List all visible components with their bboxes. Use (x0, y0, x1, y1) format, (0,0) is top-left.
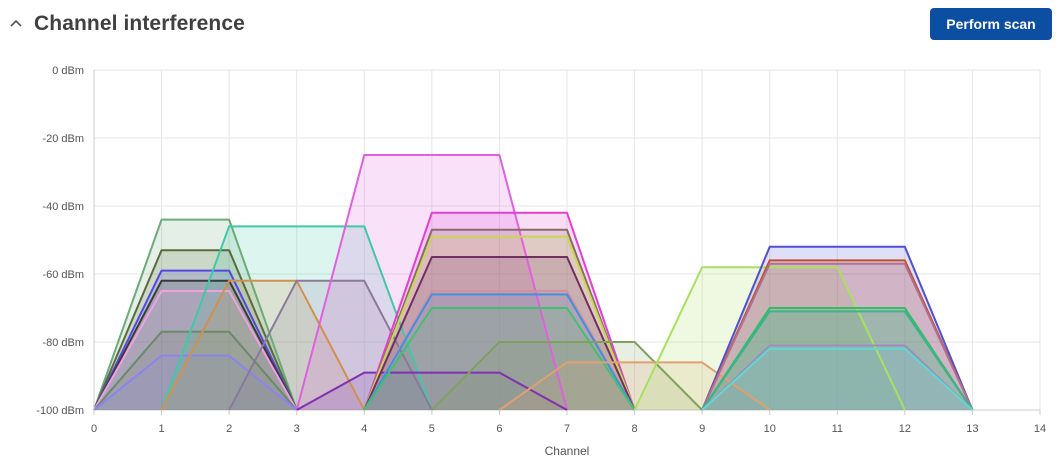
axes: 0 1 2 3 4 5 6 7 8 9 10 11 12 13 140 dBm-20 dBm-40 dBm-… (36, 65, 1046, 458)
series-area-16 (364, 291, 635, 410)
series-line-24 (701, 262, 974, 411)
y-tick-label: -100 dBm (36, 405, 84, 417)
series-line-10 (295, 154, 568, 411)
series-area-28 (702, 348, 973, 410)
section-title: Channel interference (34, 12, 245, 35)
series-area-21 (634, 267, 905, 410)
series-line-5 (93, 330, 298, 411)
series-line-8 (160, 279, 366, 411)
x-tick-label: 2 (226, 423, 232, 435)
series-line-19 (431, 341, 703, 411)
series-line-22 (701, 245, 974, 411)
series-area-13 (364, 229, 635, 410)
x-axis-title: Channel (545, 444, 590, 458)
series-area-23 (702, 260, 973, 410)
series-line-28 (701, 347, 974, 411)
y-tick-label: -40 dBm (42, 201, 84, 213)
series-area-17 (364, 294, 635, 410)
x-tick-label: 10 (764, 423, 776, 435)
y-tick-label: 0 dBm (52, 65, 84, 77)
x-tick-label: 6 (496, 423, 502, 435)
x-tick-label: 0 (91, 423, 97, 435)
y-tick-label: -60 dBm (42, 269, 84, 281)
series-area-14 (364, 236, 635, 410)
series-line-12 (363, 211, 636, 411)
series-area-24 (702, 263, 973, 410)
series-line-18 (363, 307, 636, 411)
series-line-0 (93, 218, 298, 411)
series-group (93, 154, 974, 411)
x-tick-label: 9 (699, 423, 705, 435)
series-line-21 (633, 266, 906, 411)
x-tick-label: 5 (429, 423, 435, 435)
x-tick-label: 4 (361, 423, 367, 435)
series-area-10 (296, 155, 567, 410)
series-line-27 (701, 344, 974, 411)
series-area-5 (94, 331, 297, 410)
series-line-1 (93, 249, 298, 411)
chevron-up-icon[interactable] (8, 10, 24, 34)
y-tick-label: -20 dBm (42, 133, 84, 145)
series-area-25 (702, 308, 973, 410)
series-area-20 (499, 362, 770, 410)
series-line-26 (701, 310, 974, 411)
series-line-13 (363, 228, 636, 411)
series-area-26 (702, 311, 973, 410)
y-tick-label: -80 dBm (42, 337, 84, 349)
x-tick-label: 13 (966, 423, 978, 435)
x-tick-label: 8 (632, 423, 638, 435)
x-tick-label: 7 (564, 423, 570, 435)
series-line-11 (296, 371, 568, 411)
series-line-14 (363, 235, 636, 411)
series-area-11 (296, 372, 567, 410)
series-line-17 (363, 293, 636, 411)
x-tick-label: 14 (1034, 423, 1046, 435)
channel-interference-chart: 0 1 2 3 4 5 6 7 8 9 10 11 12 13 140 dBm-20 dBm-40 dBm-… (36, 65, 1046, 458)
perform-scan-button[interactable]: Perform scan (930, 8, 1052, 40)
grid (94, 69, 1041, 411)
x-tick-label: 1 (159, 423, 165, 435)
series-line-4 (93, 290, 298, 411)
series-area-18 (364, 308, 635, 410)
series-area-19 (431, 342, 703, 410)
series-line-20 (498, 361, 771, 411)
series-area-27 (702, 345, 973, 410)
series-line-6 (93, 354, 298, 411)
series-area-12 (364, 212, 635, 410)
series-line-15 (363, 256, 636, 411)
x-tick-label: 11 (832, 423, 843, 435)
x-tick-label: 3 (294, 423, 300, 435)
x-tick-label: 12 (899, 423, 911, 435)
section-header: Channel interference Perform scan (0, 0, 1062, 50)
series-line-2 (93, 269, 298, 411)
series-area-22 (702, 246, 973, 410)
